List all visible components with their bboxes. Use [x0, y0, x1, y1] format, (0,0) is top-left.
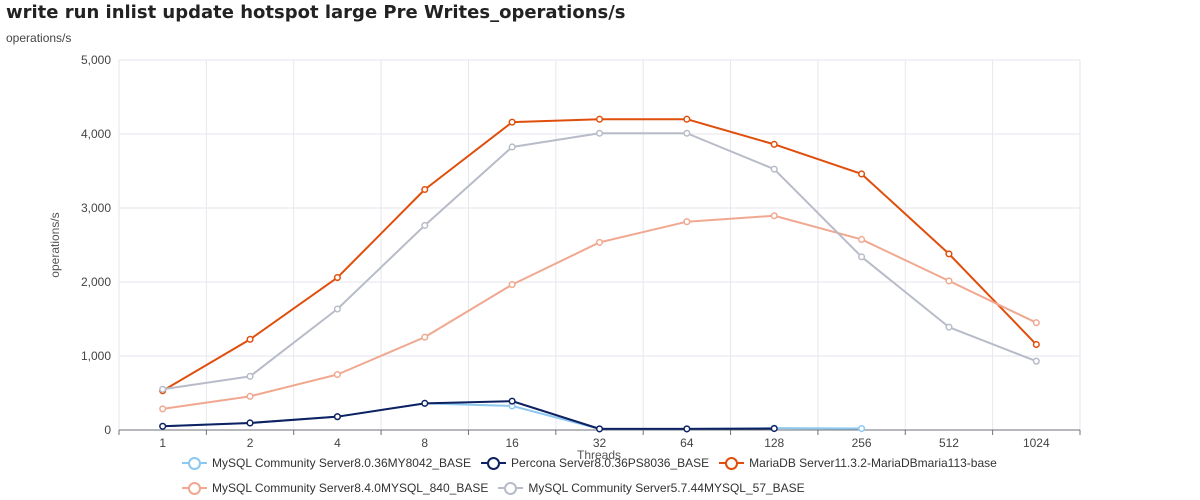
y-tick-label: 1,000 [81, 349, 111, 363]
series-lines [159, 115, 1040, 433]
data-point [1032, 357, 1040, 365]
chart-subtitle: operations/s [6, 31, 72, 45]
x-tick-label: 16 [505, 436, 519, 450]
data-point [333, 305, 341, 313]
legend-item[interactable]: MySQL Community Server5.7.44MYSQL_57_BAS… [498, 481, 805, 495]
x-tick-label: 64 [680, 436, 694, 450]
x-tick-label: 256 [852, 436, 872, 450]
data-point [858, 170, 866, 178]
data-point [858, 424, 866, 433]
data-point [683, 115, 691, 123]
data-point [858, 253, 866, 261]
data-point [945, 277, 953, 285]
y-tick-label: 2,000 [81, 275, 111, 289]
data-point [858, 235, 866, 243]
legend-swatch-icon [481, 456, 507, 470]
data-point [246, 419, 254, 427]
legend-item[interactable]: MySQL Community Server8.0.36MY8042_BASE [182, 456, 471, 470]
data-point [333, 370, 341, 379]
data-point [333, 413, 341, 421]
axes: 0 1,000 2,000 3,000 4,000 5,000 1 2 4 8 16 32 64 128 2… [81, 53, 1081, 450]
data-point [508, 281, 516, 289]
legend-row: MySQL Community Server8.0.36MY8042_BASE P… [182, 456, 1007, 473]
series-line [162, 400, 775, 430]
data-point [770, 165, 778, 173]
legend-swatch-icon [498, 481, 524, 495]
data-point [508, 143, 516, 151]
data-point [421, 185, 429, 194]
data-point [683, 425, 691, 433]
data-point [246, 372, 254, 380]
data-point [595, 129, 604, 137]
data-point [770, 140, 778, 148]
legend-label: MySQL Community Server8.0.36MY8042_BASE [212, 456, 472, 470]
data-point [333, 274, 341, 282]
legend-item[interactable]: MySQL Community Server8.4.0MYSQL_840_BAS… [182, 481, 488, 495]
data-point [945, 250, 953, 258]
x-axis-title: Threads [577, 448, 621, 462]
data-point [770, 424, 778, 433]
y-tick-label: 5,000 [81, 53, 111, 67]
legend-label: MySQL Community Server5.7.44MYSQL_57_BAS… [528, 481, 805, 495]
data-point [683, 218, 691, 226]
data-point [770, 212, 778, 220]
legend-label: Percona Server8.0.36PS8036_BASE [511, 456, 710, 470]
legend-item[interactable]: Percona Server8.0.36PS8036_BASE [481, 456, 709, 470]
x-tick-label: 2 [247, 436, 254, 450]
data-point [421, 399, 429, 407]
x-tick-label: 512 [939, 436, 959, 450]
y-tick-label: 3,000 [81, 201, 111, 215]
legend-item[interactable]: MariaDB Server11.3.2-MariaDBmaria113-bas… [719, 456, 997, 470]
legend-label: MySQL Community Server8.4.0MYSQL_840_BAS… [212, 481, 489, 495]
data-point [159, 422, 167, 430]
legend-label: MariaDB Server11.3.2-MariaDBmaria113-bas… [749, 456, 997, 470]
y-tick-label: 4,000 [81, 127, 111, 141]
legend-swatch-icon [182, 456, 207, 470]
data-point [159, 385, 167, 393]
legend-swatch-icon [182, 481, 207, 495]
data-point [595, 238, 604, 246]
data-point [683, 129, 691, 137]
y-axis-title: operations/s [48, 212, 62, 277]
legend-swatch-icon [719, 456, 745, 470]
data-point [421, 333, 429, 341]
data-point [595, 425, 604, 433]
data-point [246, 392, 254, 400]
x-tick-label: 1024 [1023, 436, 1050, 450]
data-point [159, 405, 167, 413]
data-point [246, 335, 254, 343]
data-point [1032, 319, 1040, 327]
x-tick-label: 8 [421, 436, 428, 450]
y-tick-label: 0 [104, 423, 111, 437]
data-point [595, 115, 604, 123]
legend-row: MySQL Community Server8.4.0MYSQL_840_BAS… [182, 481, 815, 498]
x-tick-label: 4 [334, 436, 341, 450]
x-tick-label: 1 [159, 436, 166, 450]
x-tick-label: 128 [764, 436, 784, 450]
x-tick-label: 32 [593, 436, 607, 450]
data-point [421, 221, 429, 229]
data-point [945, 323, 953, 331]
chart-title: write run inlist update hotspot large Pr… [6, 2, 626, 23]
data-point [1032, 340, 1040, 349]
data-point [508, 397, 516, 405]
data-point [508, 118, 516, 126]
